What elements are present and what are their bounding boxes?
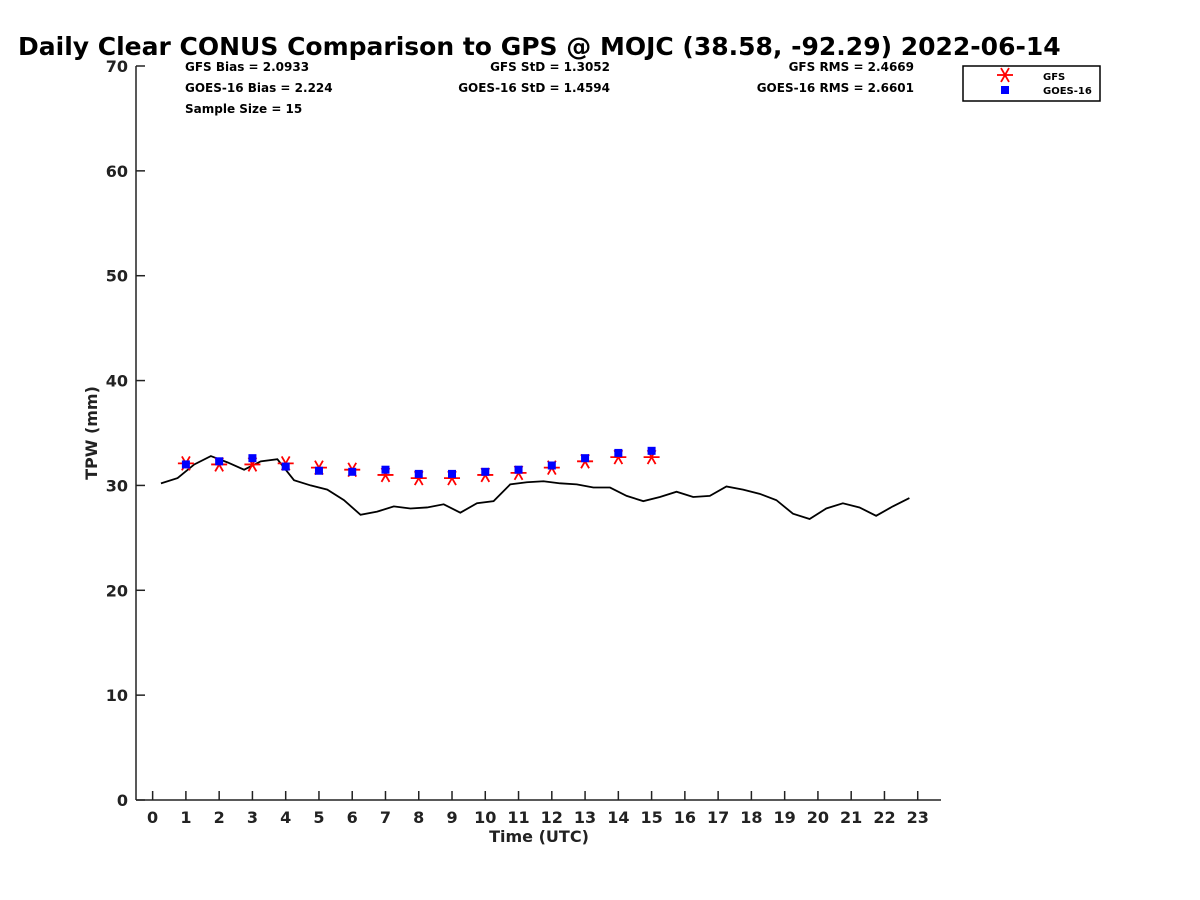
gps-series-layer — [160, 455, 910, 520]
x-tick-label: 11 — [507, 808, 529, 827]
x-tick-label: 16 — [674, 808, 696, 827]
x-tick-label: 8 — [413, 808, 424, 827]
x-tick-label: 4 — [280, 808, 291, 827]
x-tick-label: 5 — [313, 808, 324, 827]
legend-gfs-asterisk — [997, 67, 1013, 83]
x-tick-label: 20 — [807, 808, 829, 827]
goes-point — [348, 467, 357, 476]
x-tick-label: 18 — [740, 808, 762, 827]
x-tick-label: 22 — [873, 808, 895, 827]
y-tick-label: 60 — [106, 162, 128, 181]
x-tick-label: 7 — [380, 808, 391, 827]
axes — [135, 66, 941, 801]
x-tick-label: 23 — [907, 808, 929, 827]
x-tick-label: 15 — [640, 808, 662, 827]
goes-rms-text: GOES-16 RMS = 2.6601 — [757, 81, 914, 95]
goes-point — [647, 446, 656, 455]
goes-point — [281, 462, 290, 471]
x-tick-label: 1 — [180, 808, 191, 827]
goes-point — [248, 454, 257, 463]
y-tick-label: 0 — [117, 791, 128, 810]
y-tick-label: 30 — [106, 476, 128, 495]
y-tick-label: 50 — [106, 267, 128, 286]
y-axis-label: TPW (mm) — [82, 386, 101, 480]
goes-point — [581, 454, 590, 463]
goes-std-text: GOES-16 StD = 1.4594 — [458, 81, 610, 95]
x-axis-label: Time (UTC) — [489, 827, 589, 846]
goes-point — [614, 448, 623, 457]
x-tick-label: 10 — [474, 808, 496, 827]
legend-goes-label: GOES-16 — [1043, 86, 1092, 97]
goes-point — [181, 460, 190, 469]
gfs-std-text: GFS StD = 1.3052 — [490, 60, 610, 74]
goes-point — [314, 466, 323, 475]
x-tick-label: 17 — [707, 808, 729, 827]
goes-point — [215, 457, 224, 466]
goes-point — [381, 465, 390, 474]
legend: GFS GOES-16 — [962, 65, 1101, 102]
goes-point — [414, 469, 423, 478]
goes-point — [481, 467, 490, 476]
stats-block: GFS Bias = 2.0933 GOES-16 Bias = 2.224 S… — [185, 60, 914, 116]
y-tick-label: 40 — [106, 372, 128, 391]
marker-layer — [177, 446, 660, 486]
legend-box — [962, 65, 1101, 102]
y-tick-label: 70 — [106, 57, 128, 76]
goes-bias-text: GOES-16 Bias = 2.224 — [185, 81, 333, 95]
x-tick-label: 0 — [147, 808, 158, 827]
gps-line — [160, 455, 910, 520]
legend-goes-marker — [1001, 86, 1009, 94]
x-tick-label: 12 — [541, 808, 563, 827]
y-tick-label: 20 — [106, 581, 128, 600]
legend-gfs-marker — [997, 67, 1013, 83]
gfs-bias-text: GFS Bias = 2.0933 — [185, 60, 309, 74]
chart-title: Daily Clear CONUS Comparison to GPS @ MO… — [18, 32, 1061, 61]
x-tick-label: 19 — [774, 808, 796, 827]
x-tick-label: 14 — [607, 808, 629, 827]
gfs-rms-text: GFS RMS = 2.4669 — [789, 60, 914, 74]
goes-point — [547, 461, 556, 470]
x-tick-label: 3 — [247, 808, 258, 827]
goes-point — [514, 465, 523, 474]
x-tick-label: 21 — [840, 808, 862, 827]
goes-point — [448, 469, 457, 478]
y-tick-label: 10 — [106, 686, 128, 705]
legend-gfs-label: GFS — [1043, 72, 1065, 83]
x-tick-label: 9 — [446, 808, 457, 827]
x-tick-label: 2 — [214, 808, 225, 827]
x-tick-label: 13 — [574, 808, 596, 827]
sample-size-text: Sample Size = 15 — [185, 102, 302, 116]
x-tick-label: 6 — [347, 808, 358, 827]
